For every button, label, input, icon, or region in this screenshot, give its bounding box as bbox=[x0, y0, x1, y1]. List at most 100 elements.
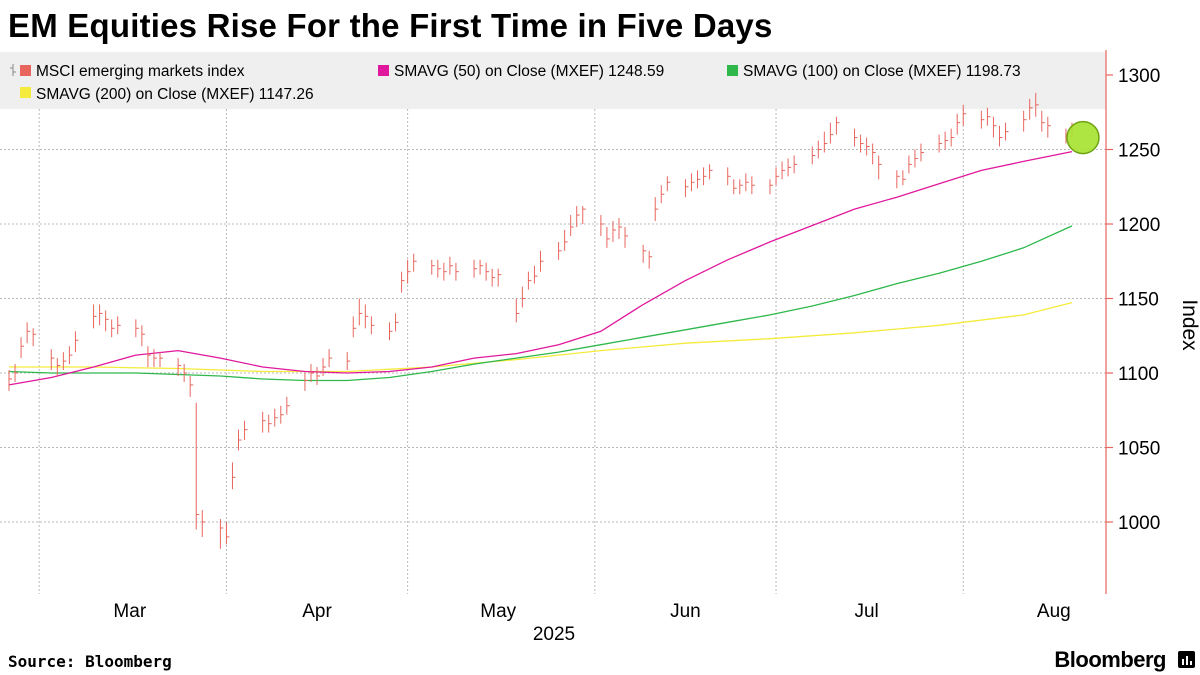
price-bar-2025-06-03 bbox=[606, 226, 610, 248]
price-bar-2025-07-30 bbox=[950, 128, 955, 147]
price-bar-2025-05-01 bbox=[407, 259, 411, 284]
price-bar-2025-06-25 bbox=[739, 179, 743, 195]
price-bar-2025-06-18 bbox=[697, 170, 701, 189]
legend-label-sma100: SMAVG (100) on Close (MXEF) 1198.73 bbox=[743, 63, 1021, 80]
price-bar-2025-06-20 bbox=[709, 164, 713, 180]
price-bar-2025-04-03 bbox=[238, 429, 242, 451]
price-bar-2025-04-29 bbox=[395, 313, 399, 332]
y-tick-label-1300: 1300 bbox=[1118, 66, 1160, 87]
chart-title: EM Equities Rise For the First Time in F… bbox=[8, 7, 773, 44]
price-bar-2025-07-29 bbox=[944, 131, 949, 150]
price-bar-2025-07-28 bbox=[938, 134, 943, 153]
price-bar-2025-07-22 bbox=[902, 170, 906, 186]
price-bar-2025-03-06 bbox=[68, 346, 73, 365]
legend-entry-sma100[interactable]: SMAVG (100) on Close (MXEF) 1198.73 bbox=[727, 63, 1021, 80]
price-bar-2025-05-07 bbox=[443, 262, 447, 281]
price-bar-2025-06-16 bbox=[684, 179, 689, 198]
y-tick-label-1000: 1000 bbox=[1118, 513, 1160, 534]
brand-logo-text: Bloomberg bbox=[1054, 647, 1166, 672]
price-bar-2025-07-08 bbox=[817, 140, 822, 159]
x-axis: Mar Apr May Jun Jul Aug bbox=[113, 601, 1070, 622]
price-bar-2025-08-12 bbox=[1029, 98, 1033, 120]
price-bar-2025-04-15 bbox=[310, 364, 314, 382]
price-bar-2025-03-13 bbox=[111, 319, 115, 338]
series-layer bbox=[8, 150, 1073, 386]
legend-entry-sma50[interactable]: SMAVG (50) on Close (MXEF) 1248.59 bbox=[378, 63, 664, 80]
price-bar-2025-03-07 bbox=[74, 331, 79, 353]
price-bar-2025-06-19 bbox=[703, 167, 707, 186]
price-bar-2025-03-21 bbox=[159, 352, 163, 368]
price-bar-2025-05-22 bbox=[533, 265, 538, 284]
price-bar-2025-06-30 bbox=[769, 179, 773, 195]
price-bar-2025-06-09 bbox=[642, 244, 647, 263]
price-bar-2025-03-05 bbox=[62, 352, 67, 371]
gridlines bbox=[0, 74, 1106, 594]
price-bar-2025-05-28 bbox=[570, 215, 574, 236]
price-bar-2025-05-05 bbox=[431, 259, 435, 275]
series-line-smavg-50-on-close-mxef- bbox=[8, 150, 1073, 386]
price-bar-2025-04-16 bbox=[316, 367, 321, 385]
price-bar-2025-03-03 bbox=[50, 349, 55, 371]
price-bar-2025-04-17 bbox=[322, 358, 327, 376]
price-bar-2025-07-14 bbox=[854, 128, 858, 147]
price-bar-2025-06-13 bbox=[666, 176, 671, 192]
price-bar-2025-06-23 bbox=[727, 167, 731, 186]
price-bar-2025-07-07 bbox=[811, 146, 816, 165]
price-bar-2025-07-09 bbox=[823, 131, 828, 153]
x-tick-label-jul: Jul bbox=[854, 601, 878, 622]
legend-swatch-sma50 bbox=[378, 65, 389, 76]
price-bar-2025-07-16 bbox=[866, 137, 870, 156]
price-bar-2025-07-21 bbox=[896, 170, 900, 189]
y-tick-label-1150: 1150 bbox=[1118, 290, 1159, 311]
price-bar-2025-03-17 bbox=[135, 319, 139, 338]
source-note: Source: Bloomberg bbox=[8, 652, 172, 671]
y-tick-label-1100: 1100 bbox=[1118, 364, 1159, 385]
price-bar-2025-03-20 bbox=[153, 349, 157, 368]
price-bar-2025-05-16 bbox=[497, 268, 502, 287]
price-bar-2025-03-25 bbox=[183, 364, 188, 382]
price-bar-2025-07-02 bbox=[781, 161, 786, 180]
price-bar-2025-07-24 bbox=[914, 149, 918, 168]
price-bar-2025-08-13 bbox=[1035, 92, 1039, 117]
price-bar-2025-05-12 bbox=[473, 259, 478, 278]
price-bar-2025-06-27 bbox=[751, 176, 755, 195]
price-bar-2025-03-27 bbox=[195, 402, 200, 530]
price-bar-2025-07-31 bbox=[956, 113, 961, 135]
price-bar-2025-02-26 bbox=[20, 337, 25, 359]
legend-entry-msci[interactable]: MSCI emerging markets index bbox=[10, 63, 245, 80]
price-bar-2025-04-07 bbox=[262, 411, 266, 433]
x-tick-label-jun: Jun bbox=[670, 601, 701, 622]
legend-swatch-sma100 bbox=[727, 65, 738, 76]
price-bar-2025-04-30 bbox=[401, 271, 405, 293]
legend-swatch-sma200 bbox=[20, 87, 31, 98]
price-bar-2025-04-28 bbox=[388, 322, 393, 341]
price-bar-2025-04-02 bbox=[231, 462, 236, 490]
legend-entry-sma200[interactable]: SMAVG (200) on Close (MXEF) 1147.26 bbox=[20, 86, 314, 103]
price-bar-2025-06-24 bbox=[733, 179, 737, 195]
highlight-layer bbox=[1066, 120, 1100, 155]
y-tick-label-1200: 1200 bbox=[1118, 215, 1160, 236]
price-bar-2025-06-05 bbox=[618, 218, 622, 239]
price-bar-2025-06-11 bbox=[654, 197, 659, 222]
price-bar-2025-04-21 bbox=[346, 352, 351, 371]
price-bar-2025-03-24 bbox=[177, 358, 182, 376]
price-bar-2025-05-27 bbox=[564, 229, 568, 251]
price-bar-2025-05-09 bbox=[455, 262, 459, 281]
price-bar-2025-05-29 bbox=[576, 206, 580, 227]
legend-label-msci: MSCI emerging markets index bbox=[36, 63, 245, 80]
price-bar-2025-03-28 bbox=[201, 510, 206, 537]
price-bar-2025-07-17 bbox=[872, 143, 876, 165]
price-bar-2025-04-11 bbox=[286, 396, 290, 415]
price-bar-2025-05-30 bbox=[582, 206, 586, 224]
price-bar-2025-06-26 bbox=[745, 173, 749, 192]
price-bar-2025-03-26 bbox=[189, 375, 194, 397]
price-bar-2025-06-10 bbox=[648, 250, 653, 269]
y-tick-label-1250: 1250 bbox=[1118, 141, 1160, 162]
price-bar-2025-04-23 bbox=[358, 298, 363, 326]
price-bar-2025-06-06 bbox=[624, 226, 629, 248]
price-bar-2025-05-19 bbox=[515, 298, 520, 323]
price-bar-2025-03-31 bbox=[219, 519, 224, 549]
price-bar-2025-04-24 bbox=[364, 304, 369, 329]
price-bar-2025-05-08 bbox=[449, 256, 453, 275]
price-bar-2025-04-01 bbox=[225, 522, 230, 545]
